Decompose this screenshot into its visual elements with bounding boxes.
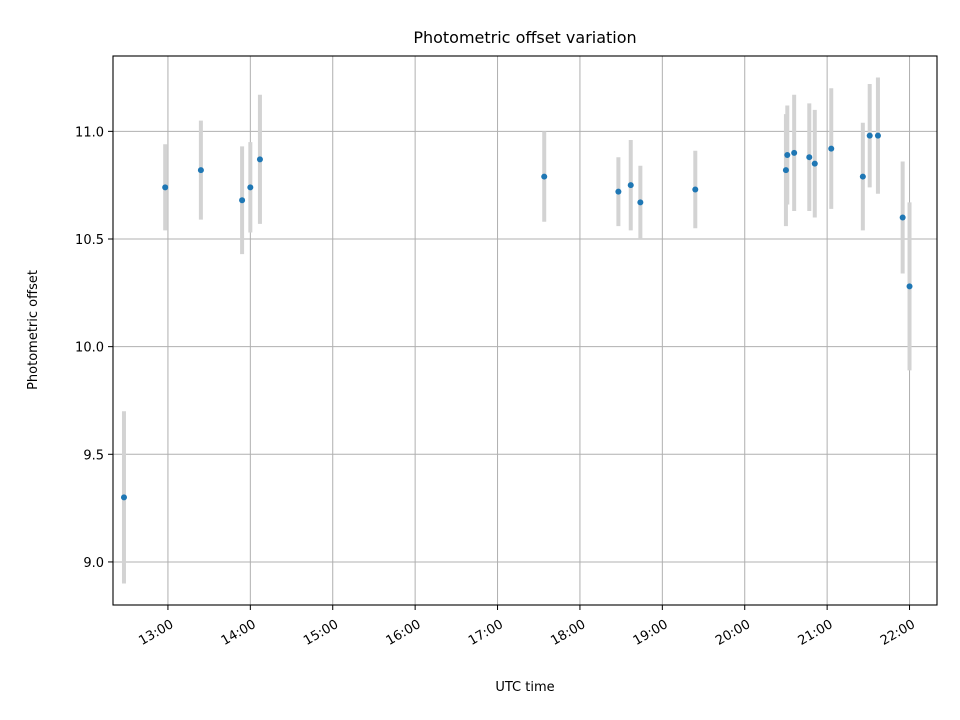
data-point	[627, 182, 634, 189]
y-axis-label: Photometric offset	[26, 270, 41, 390]
data-point	[784, 152, 791, 159]
plot-frame	[112, 55, 938, 606]
data-point	[811, 160, 818, 167]
data-point	[197, 167, 204, 174]
data-point	[541, 173, 548, 180]
y-tick-label: 11.0	[75, 125, 104, 140]
data-point	[791, 149, 798, 156]
data-point	[615, 188, 622, 195]
data-point	[162, 184, 169, 191]
data-point	[899, 214, 906, 221]
data-point	[806, 154, 813, 161]
data-point	[637, 199, 644, 206]
data-point	[692, 186, 699, 193]
chart-title: Photometric offset variation	[413, 28, 636, 47]
grid-layer	[113, 56, 937, 605]
y-tick-label: 10.5	[75, 233, 104, 248]
data-point	[828, 145, 835, 152]
data-point	[247, 184, 254, 191]
data-point	[866, 132, 873, 139]
data-point	[874, 132, 881, 139]
data-point	[782, 167, 789, 174]
y-tick-label: 10.0	[75, 341, 104, 356]
data-point	[859, 173, 866, 180]
data-point	[906, 283, 913, 290]
data-point	[256, 156, 263, 163]
data-point	[239, 197, 246, 204]
point-layer	[120, 132, 913, 501]
data-point	[120, 494, 127, 501]
y-tick-label: 9.5	[83, 448, 104, 463]
x-axis-label: UTC time	[495, 680, 554, 695]
y-tick-label: 9.0	[83, 556, 104, 571]
